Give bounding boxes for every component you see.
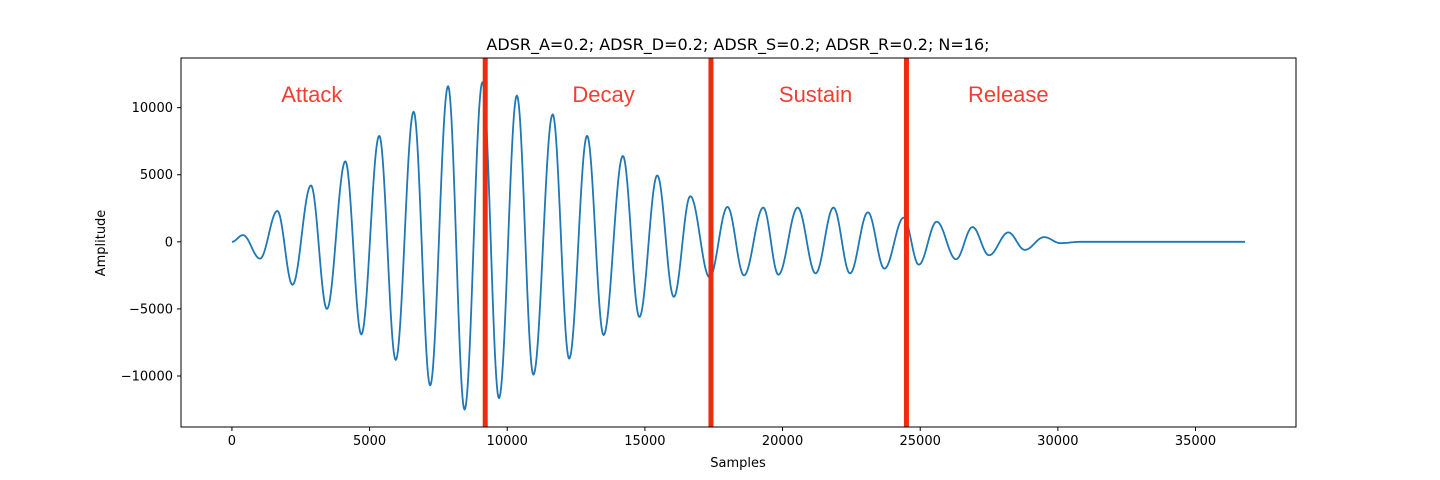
- y-tick-label-3: 5000: [140, 168, 173, 183]
- x-tick-label-6: 30000: [1037, 434, 1078, 449]
- chart-title: ADSR_A=0.2; ADSR_D=0.2; ADSR_S=0.2; ADSR…: [486, 35, 989, 55]
- x-tick-label-4: 20000: [762, 434, 803, 449]
- x-tick-label-3: 15000: [624, 434, 665, 449]
- waveform-line-0: [231, 81, 1246, 411]
- plot-area: Attack Decay Sustain Release 0 5000 10000 15000…: [121, 57, 1297, 449]
- y-tick-label-4: 10000: [132, 101, 173, 116]
- phase-label-decay: Decay: [572, 82, 634, 107]
- phase-label-release: Release: [968, 82, 1049, 107]
- x-axis-label: Samples: [710, 456, 766, 471]
- y-axis-label: Amplitude: [94, 210, 109, 277]
- y-tick-label-1: −5000: [129, 302, 173, 317]
- x-tick-label-5: 25000: [900, 434, 941, 449]
- x-tick-label-0: 0: [228, 434, 236, 449]
- phase-label-sustain: Sustain: [779, 82, 852, 107]
- y-tick-label-0: −10000: [121, 370, 173, 385]
- phase-label-attack: Attack: [281, 82, 343, 107]
- x-tick-label-2: 10000: [487, 434, 528, 449]
- y-tick-label-2: 0: [165, 235, 173, 250]
- x-tick-label-7: 35000: [1175, 434, 1216, 449]
- plot-frame: [180, 57, 1297, 428]
- x-tick-label-1: 5000: [353, 434, 386, 449]
